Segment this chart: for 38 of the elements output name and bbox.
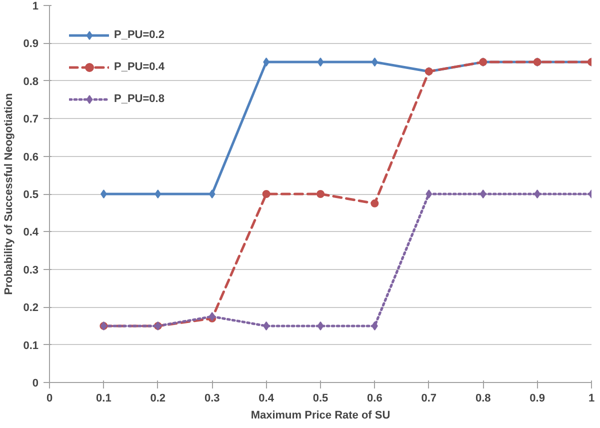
x-tick-label: 0.6 xyxy=(367,392,382,404)
y-tick-label: 1 xyxy=(32,0,39,12)
point xyxy=(480,190,486,198)
y-tick-label: 0.8 xyxy=(23,76,39,88)
point xyxy=(262,190,270,198)
point xyxy=(370,199,379,208)
x-tick-label: 0 xyxy=(46,392,53,404)
x-tick-label: 1 xyxy=(588,392,595,404)
point xyxy=(100,190,107,198)
x-tick-label: 0.8 xyxy=(475,392,491,404)
point xyxy=(208,190,216,198)
legend-label: P_PU=0.2 xyxy=(114,29,164,41)
x-tick-label: 0.3 xyxy=(204,392,220,404)
y-tick-label: 0.3 xyxy=(23,264,39,276)
point xyxy=(316,190,324,198)
x-tick-label: 0.4 xyxy=(258,392,275,404)
y-tick-label: 0.2 xyxy=(23,302,39,314)
y-axis-title: Probability of Successful Neogotiation xyxy=(3,92,16,295)
point xyxy=(317,321,324,330)
point xyxy=(426,190,432,198)
x-tick-label: 0.2 xyxy=(150,392,166,404)
y-tick-label: 0.1 xyxy=(23,340,39,352)
y-tick-label: 0 xyxy=(32,378,39,390)
x-tick-label: 0.9 xyxy=(530,392,545,404)
y-tick-label: 0.5 xyxy=(23,189,39,201)
x-tick-label: 0.7 xyxy=(421,392,437,404)
point xyxy=(534,190,540,198)
y-tick-label: 0.6 xyxy=(23,151,39,164)
y-tick-label: 0.4 xyxy=(23,226,40,239)
legend-label: P_PU=0.8 xyxy=(114,93,164,105)
x-axis-title: Maximum Price Rate of SU xyxy=(250,410,390,422)
point xyxy=(154,190,162,198)
x-tick-label: 0.1 xyxy=(96,392,112,404)
y-tick-label: 0.9 xyxy=(23,38,39,50)
legend-label: P_PU=0.4 xyxy=(114,61,164,73)
y-tick-label: 0.7 xyxy=(23,114,39,126)
x-tick-label: 0.5 xyxy=(312,392,328,404)
point xyxy=(317,58,324,67)
